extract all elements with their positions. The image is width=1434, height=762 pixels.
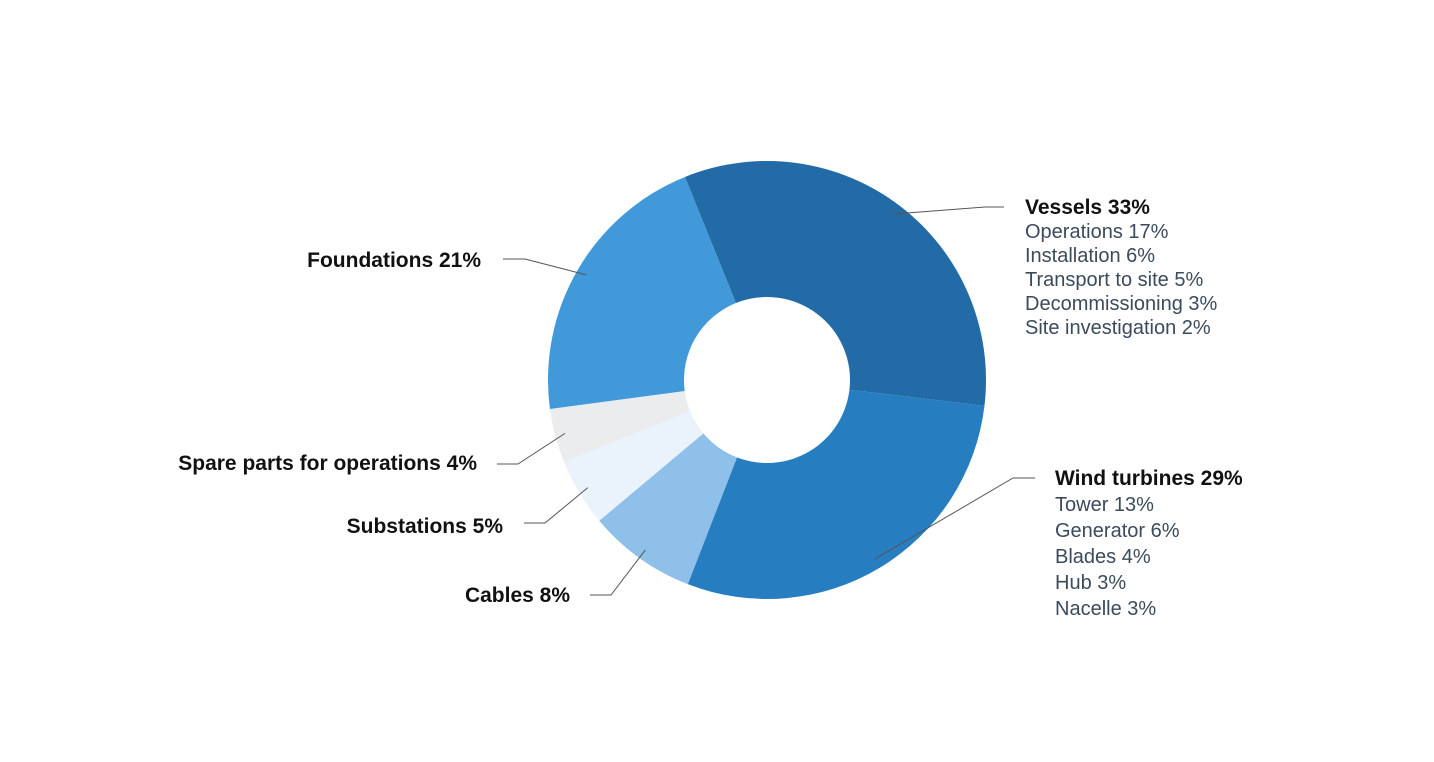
slice-labels: Vessels 33%Operations 17%Installation 6%… xyxy=(178,196,1243,620)
leader-line-foundations xyxy=(503,258,587,276)
leader-lines xyxy=(497,206,1035,596)
slice-spare-parts-for-operations xyxy=(549,390,691,463)
slice-label-cables: Cables 8% xyxy=(465,584,570,607)
breakdown-label-vessels-transport-to-site: Transport to site 5% xyxy=(1025,269,1203,291)
leader-line-substations xyxy=(524,487,589,524)
donut-slices xyxy=(547,161,987,599)
breakdown-label-vessels-operations: Operations 17% xyxy=(1025,221,1169,243)
slice-vessels xyxy=(684,161,987,406)
leader-line-wind-turbines xyxy=(874,477,1035,560)
slice-substations xyxy=(563,411,704,521)
breakdown-label-wind-turbines-hub: Hub 3% xyxy=(1055,572,1126,594)
slice-label-wind-turbines: Wind turbines 29% xyxy=(1055,467,1243,490)
slice-foundations xyxy=(547,176,736,409)
leader-line-cables xyxy=(590,549,646,596)
breakdown-label-vessels-site-investigation: Site investigation 2% xyxy=(1025,317,1211,339)
slice-label-substations: Substations 5% xyxy=(347,515,504,538)
breakdown-label-wind-turbines-tower: Tower 13% xyxy=(1055,494,1154,516)
leader-line-vessels xyxy=(893,206,1004,215)
slice-label-foundations: Foundations 21% xyxy=(307,249,481,272)
slice-label-spare-parts-for-operations: Spare parts for operations 4% xyxy=(178,452,477,475)
breakdown-label-vessels-decommissioning: Decommissioning 3% xyxy=(1025,293,1218,315)
slice-cables xyxy=(599,433,737,585)
breakdown-label-wind-turbines-blades: Blades 4% xyxy=(1055,546,1151,568)
breakdown-label-vessels-installation: Installation 6% xyxy=(1025,245,1155,267)
leader-line-spare-parts-for-operations xyxy=(497,432,566,465)
breakdown-label-wind-turbines-generator: Generator 6% xyxy=(1055,520,1180,542)
breakdown-label-wind-turbines-nacelle: Nacelle 3% xyxy=(1055,598,1156,620)
slice-wind-turbines xyxy=(687,389,985,599)
slice-label-vessels: Vessels 33% xyxy=(1025,196,1150,219)
